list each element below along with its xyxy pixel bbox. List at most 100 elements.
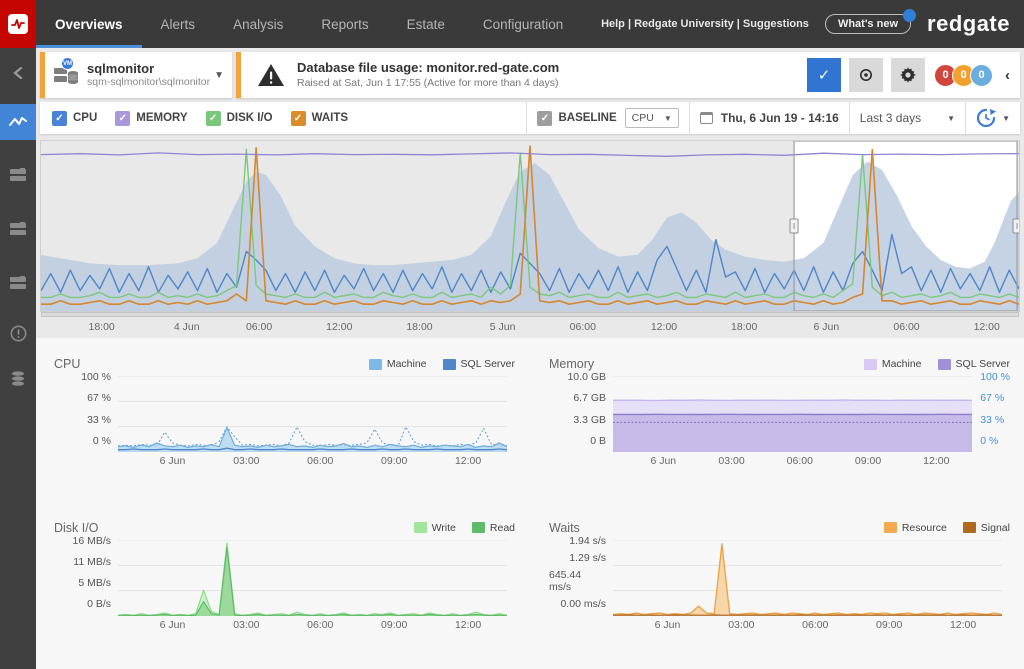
low-alert-badge[interactable]: 0 bbox=[970, 64, 993, 87]
chart-plot[interactable] bbox=[118, 376, 507, 452]
acknowledge-button[interactable]: ✓ bbox=[807, 58, 841, 92]
legend-item: Write bbox=[414, 522, 456, 534]
x-axis-tick: 6 Jun bbox=[160, 619, 186, 631]
x-axis-tick: 09:00 bbox=[855, 455, 881, 467]
y-axis-labels-right bbox=[1002, 535, 1010, 611]
x-axis-tick: 03:00 bbox=[728, 619, 754, 631]
y-axis-label: 5 MB/s bbox=[78, 577, 111, 589]
nav-alerts[interactable]: Alerts bbox=[142, 0, 215, 48]
sidebar-servers-3[interactable] bbox=[0, 266, 36, 300]
baseline-metric-select[interactable]: CPU▼ bbox=[625, 108, 679, 128]
x-axis-tick: 12:00 bbox=[974, 321, 1000, 333]
metric-toolbar: ✓ CPU ✓ MEMORY ✓ DISK I/O ✓ WAITS bbox=[40, 102, 1020, 134]
locate-button[interactable] bbox=[849, 58, 883, 92]
refresh-clock-icon[interactable] bbox=[976, 108, 996, 128]
server-selector[interactable]: VM sqlmonitor sqm-sqlmonitor\sqlmonitor … bbox=[40, 52, 232, 98]
x-axis-tick: 09:00 bbox=[381, 455, 407, 467]
toggle-cpu[interactable]: ✓ CPU bbox=[52, 111, 97, 126]
time-range-select[interactable]: Last 3 days bbox=[860, 111, 921, 125]
y-axis-label: 1.29 s/s bbox=[569, 552, 606, 564]
top-navigation-bar: Overviews Alerts Analysis Reports Estate… bbox=[0, 0, 1024, 48]
y-axis-label: 645.44 ms/s bbox=[549, 569, 606, 593]
datetime-group: Thu, 6 Jun 19 - 14:16 bbox=[689, 102, 849, 134]
x-axis-tick: 12:00 bbox=[923, 455, 949, 467]
x-axis-labels: 6 Jun03:0006:0009:0012:00 bbox=[118, 452, 507, 470]
legend-swatch bbox=[369, 359, 382, 370]
x-axis-tick: 03:00 bbox=[718, 455, 744, 467]
y-axis-labels: 1.94 s/s1.29 s/s645.44 ms/s0.00 ms/s bbox=[549, 535, 613, 611]
legend-item: Machine bbox=[864, 358, 922, 370]
x-axis-tick: 18:00 bbox=[88, 321, 114, 333]
nav-analysis[interactable]: Analysis bbox=[214, 0, 302, 48]
x-axis-tick: 03:00 bbox=[233, 455, 259, 467]
y-axis-label: 100 % bbox=[81, 371, 111, 383]
server-stack-icon bbox=[9, 168, 27, 182]
y-axis-labels: 16 MB/s11 MB/s5 MB/s0 B/s bbox=[54, 535, 118, 611]
checkbox-checked-icon: ✓ bbox=[537, 111, 552, 126]
y-axis-label: 0 B bbox=[590, 435, 606, 447]
x-axis-tick: 6 Jun bbox=[650, 455, 676, 467]
y-axis-labels-right: 100 %67 %33 %0 % bbox=[972, 371, 1010, 447]
x-axis-tick: 12:00 bbox=[651, 321, 677, 333]
chevron-down-icon[interactable]: ▼ bbox=[947, 114, 955, 123]
nav-configuration[interactable]: Configuration bbox=[464, 0, 582, 48]
y-axis-label: 0 % bbox=[980, 435, 998, 447]
redgate-monitor-logo[interactable] bbox=[0, 0, 36, 48]
nav-estate[interactable]: Estate bbox=[388, 0, 464, 48]
toggle-label: WAITS bbox=[312, 112, 348, 124]
alert-banner[interactable]: Database file usage: monitor.red-gate.co… bbox=[236, 52, 1020, 98]
waits-chart-panel: WaitsResourceSignal 1.94 s/s1.29 s/s645.… bbox=[549, 516, 1010, 669]
legend-swatch bbox=[884, 522, 897, 533]
toggle-memory[interactable]: ✓ MEMORY bbox=[115, 111, 187, 126]
datetime-picker[interactable]: Thu, 6 Jun 19 - 14:16 bbox=[721, 111, 839, 125]
whats-new-button[interactable]: What's new bbox=[825, 14, 911, 34]
x-axis-tick: 06:00 bbox=[307, 455, 333, 467]
x-axis-tick: 6 Jun bbox=[655, 619, 681, 631]
y-axis-labels-right bbox=[507, 371, 515, 447]
chart-plot[interactable] bbox=[613, 376, 972, 452]
selection-handle[interactable] bbox=[1013, 219, 1020, 233]
nav-reports[interactable]: Reports bbox=[302, 0, 387, 48]
main-nav: Overviews Alerts Analysis Reports Estate… bbox=[36, 0, 582, 48]
legend-item: Read bbox=[472, 522, 515, 534]
alert-subtitle: Raised at Sat, Jun 1 17:55 (Active for m… bbox=[297, 77, 559, 90]
toggle-baseline[interactable]: ✓ BASELINE bbox=[537, 111, 616, 126]
gear-icon bbox=[900, 67, 916, 83]
x-axis-tick: 06:00 bbox=[570, 321, 596, 333]
cpu-chart-panel: CPUMachineSQL Server 100 %67 %33 %0 % 6 … bbox=[54, 352, 515, 506]
chart-plot[interactable] bbox=[118, 540, 507, 616]
help-links[interactable]: Help | Redgate University | Suggestions bbox=[601, 18, 809, 30]
chevron-down-icon[interactable]: ▼ bbox=[1002, 114, 1010, 123]
server-instance: sqm-sqlmonitor\sqlmonitor bbox=[87, 76, 210, 88]
x-axis-tick: 4 Jun bbox=[174, 321, 200, 333]
legend-item: Machine bbox=[369, 358, 427, 370]
toggle-waits[interactable]: ✓ WAITS bbox=[291, 111, 348, 126]
warning-icon bbox=[257, 63, 285, 87]
sidebar-alerts-info[interactable] bbox=[0, 316, 36, 350]
x-axis-tick: 06:00 bbox=[246, 321, 272, 333]
nav-overviews[interactable]: Overviews bbox=[36, 0, 142, 48]
sidebar-overview-graph[interactable] bbox=[0, 104, 36, 140]
toggle-label: CPU bbox=[73, 112, 97, 124]
x-axis-tick: 6 Jun bbox=[813, 321, 839, 333]
y-axis-labels: 100 %67 %33 %0 % bbox=[54, 371, 118, 447]
y-axis-label: 11 MB/s bbox=[73, 556, 111, 568]
x-axis-tick: 5 Jun bbox=[490, 321, 516, 333]
toggle-disk-io[interactable]: ✓ DISK I/O bbox=[206, 111, 273, 126]
sidebar-servers-2[interactable] bbox=[0, 212, 36, 246]
sidebar-databases[interactable] bbox=[0, 362, 36, 396]
alert-count-badges: 0 0 0 bbox=[939, 64, 993, 87]
legend-swatch bbox=[443, 359, 456, 370]
vm-badge: VM bbox=[61, 57, 74, 70]
settings-button[interactable] bbox=[891, 58, 925, 92]
sql-monitor-app: Overviews Alerts Analysis Reports Estate… bbox=[0, 0, 1024, 669]
chart-title: Memory bbox=[549, 357, 594, 371]
sidebar-servers-1[interactable] bbox=[0, 158, 36, 192]
collapse-chevron-icon[interactable]: ‹ bbox=[1005, 67, 1010, 84]
overview-chart[interactable] bbox=[40, 140, 1020, 312]
chart-plot[interactable] bbox=[613, 540, 1002, 616]
sidebar-back-button[interactable] bbox=[0, 56, 36, 90]
baseline-label: BASELINE bbox=[558, 112, 616, 124]
x-axis-tick: 12:00 bbox=[455, 619, 481, 631]
chevron-down-icon: ▼ bbox=[214, 70, 224, 81]
